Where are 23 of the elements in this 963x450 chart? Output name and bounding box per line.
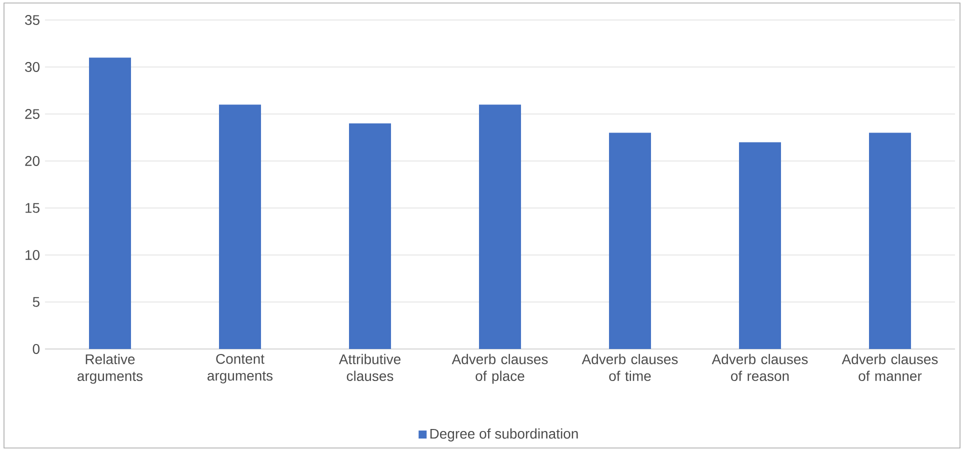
x-tick-label: Adverb clauses of reason <box>712 354 808 382</box>
bar <box>349 123 392 349</box>
y-tick-label: 25 <box>25 109 40 119</box>
bar <box>219 104 262 349</box>
bar <box>479 104 522 349</box>
y-tick-label: 10 <box>26 250 40 260</box>
bar <box>739 142 781 349</box>
legend-label: Degree of subordination <box>430 428 578 442</box>
x-tick-label: Relative arguments <box>78 354 143 384</box>
x-tick-label: Adverb clauses of place <box>452 354 548 384</box>
y-tick-label: 20 <box>25 156 40 166</box>
bar <box>609 132 651 349</box>
y-tick-label: 0 <box>32 344 40 354</box>
bar <box>869 132 911 349</box>
y-tick-label: 35 <box>25 15 40 25</box>
x-tick-label: Content arguments <box>208 354 273 384</box>
x-tick-label: Adverb clauses of manner <box>842 354 938 382</box>
y-tick-label: 5 <box>32 297 40 307</box>
y-tick-label: 15 <box>26 203 40 213</box>
y-tick-label: 30 <box>25 62 40 72</box>
x-tick-label: Attributive clauses <box>338 354 400 382</box>
x-tick-label: Adverb clauses of time <box>582 354 678 382</box>
bar <box>89 58 131 349</box>
